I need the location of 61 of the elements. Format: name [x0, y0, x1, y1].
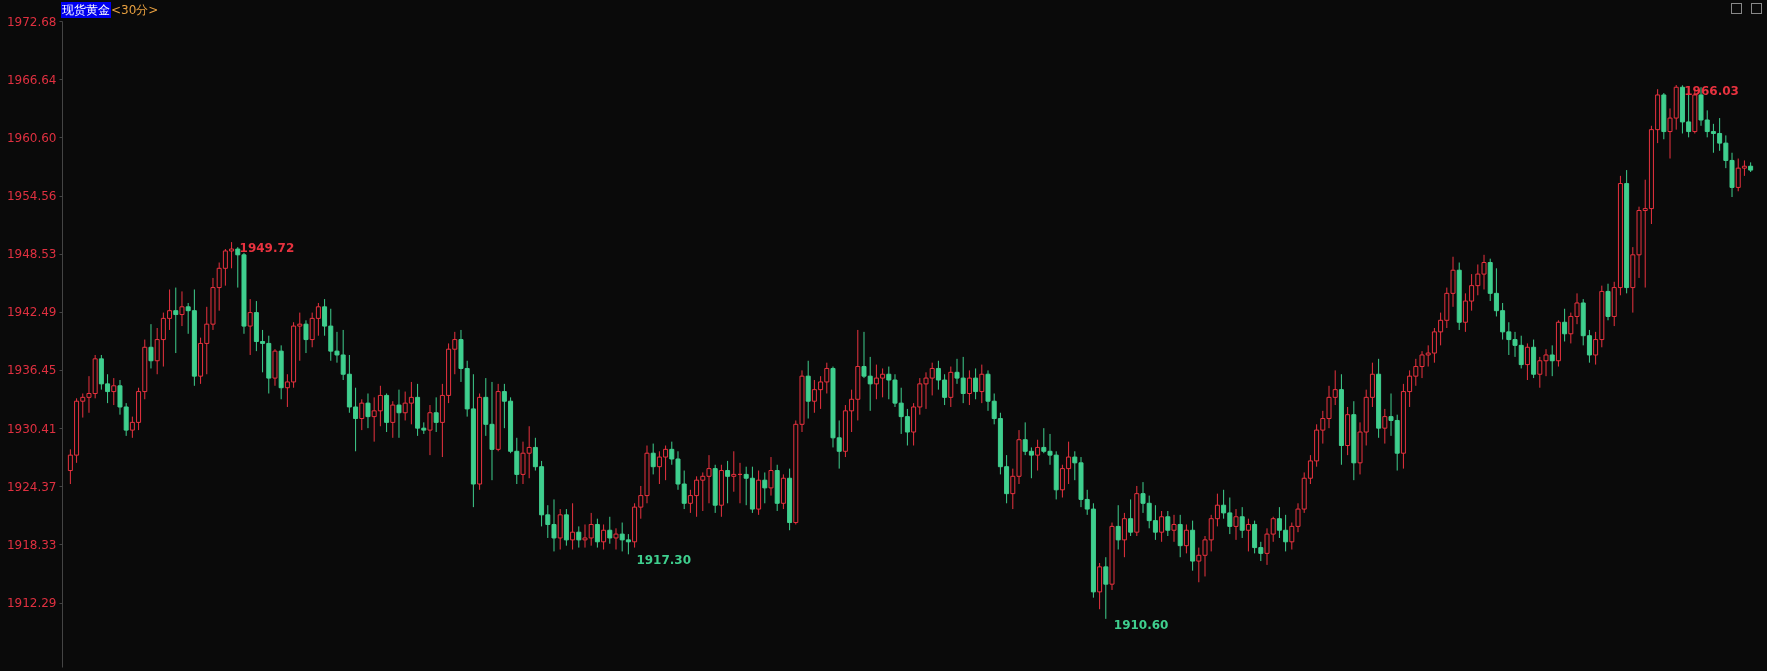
chart-title: 现货黄金 [61, 2, 111, 18]
candlestick [1524, 342, 1530, 381]
candlestick [1382, 408, 1388, 445]
y-tick-label: 1966.64 [6, 72, 57, 87]
candlestick [427, 404, 433, 456]
candlestick [576, 525, 582, 549]
candlestick [247, 298, 253, 356]
candlestick [1245, 518, 1251, 552]
candlestick [594, 518, 600, 549]
candlestick [613, 527, 619, 551]
y-tick-label: 1936.45 [6, 363, 57, 378]
candlestick [731, 450, 737, 493]
candlestick [1233, 508, 1239, 541]
y-tick-label: 1924.37 [6, 479, 57, 494]
candlestick [173, 287, 179, 354]
annotation: 1917.30 [636, 553, 692, 568]
y-tick-label: 1918.33 [6, 537, 57, 552]
candlestick [1115, 504, 1121, 551]
candlestick [396, 389, 402, 439]
y-tick-label: 1942.49 [6, 305, 57, 320]
y-tick-label: 1960.60 [6, 130, 57, 145]
candlestick [111, 377, 117, 406]
y-tick-label: 1954.56 [6, 189, 57, 203]
candlestick [1165, 510, 1171, 537]
y-tick-label: 1972.68 [6, 14, 57, 29]
candlestick [725, 460, 731, 504]
candlestick [601, 523, 607, 551]
candlestick [768, 456, 774, 497]
candlestick [1121, 512, 1127, 558]
y-tick-label: 1930.41 [6, 421, 57, 436]
candlestick [1159, 510, 1165, 543]
candlestick [1562, 308, 1568, 342]
candlestick [650, 443, 656, 475]
candlestick [303, 319, 309, 354]
candlestick [966, 369, 972, 406]
candlestick [570, 502, 576, 551]
candlestick [390, 400, 396, 439]
y-tick-label: 1912.29 [6, 596, 57, 611]
candlestick [1183, 523, 1189, 554]
candlestick [365, 393, 371, 429]
candlestick [433, 396, 439, 433]
candlestick [557, 508, 563, 551]
candlestick [607, 516, 613, 545]
y-tick-label: 1948.53 [6, 247, 57, 262]
candlestick [762, 471, 768, 504]
candlestick [1035, 439, 1041, 472]
chart-subtitle: <30分> [111, 3, 159, 17]
candlestick [1171, 514, 1177, 543]
annotation: 1949.72 [239, 241, 295, 256]
candlestick [1177, 514, 1183, 558]
annotation: 1966.03 [1684, 84, 1739, 99]
candlestick [179, 290, 185, 327]
annotation: 1910.60 [1113, 617, 1169, 632]
candlestick [1239, 506, 1245, 539]
candlestick [359, 398, 365, 431]
candlestick [973, 367, 979, 400]
candlestick [148, 323, 154, 369]
candlestick [1103, 556, 1109, 620]
candlestick [1549, 344, 1555, 377]
candlestick [1128, 498, 1134, 537]
candlestick [979, 364, 985, 404]
